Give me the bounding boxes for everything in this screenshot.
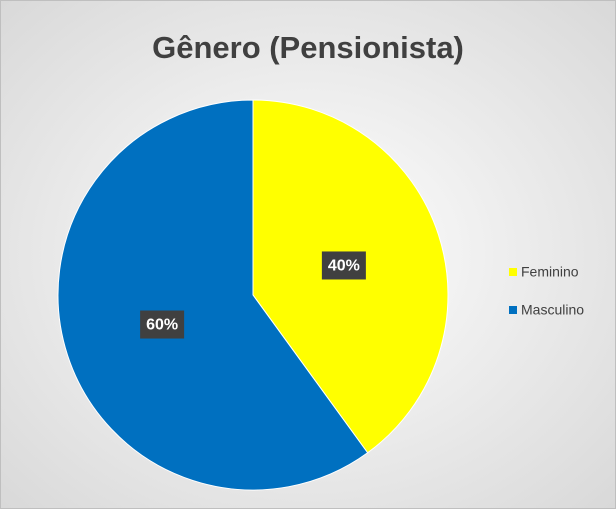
legend-swatch [509, 306, 517, 314]
legend-label: Masculino [521, 302, 584, 318]
legend-swatch [509, 268, 517, 276]
pie-slice [57, 99, 369, 491]
legend-label: Feminino [521, 264, 579, 280]
data-label-box [140, 310, 185, 339]
data-label: 60% [146, 317, 178, 334]
data-label-box [321, 251, 366, 280]
chart-title: Gênero (Pensionista) [152, 30, 464, 65]
data-label: 40% [328, 258, 360, 275]
